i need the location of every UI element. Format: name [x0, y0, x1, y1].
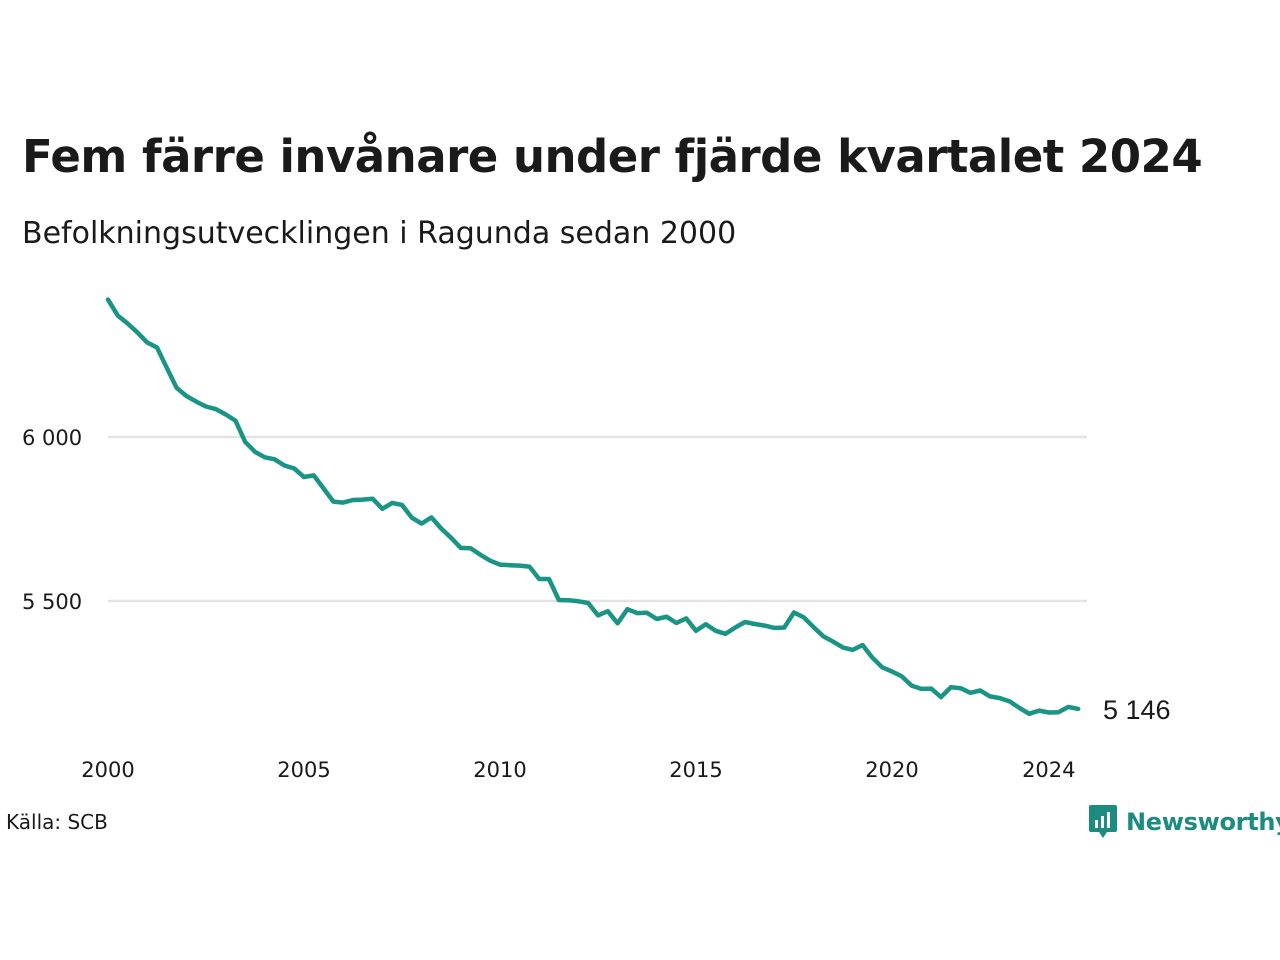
- source-note: Källa: SCB: [6, 810, 108, 834]
- y-tick-label: 6 000: [22, 426, 82, 450]
- x-tick-label: 2010: [473, 758, 526, 782]
- newsworthy-logo: Newsworthy: [1088, 804, 1280, 840]
- end-value-label: 5 146: [1103, 695, 1171, 725]
- series-line: [105, 297, 1081, 717]
- chart-title: Fem färre invånare under fjärde kvartale…: [22, 130, 1203, 183]
- x-tick-label: 2024: [1022, 758, 1075, 782]
- y-tick-label: 5 500: [22, 590, 82, 614]
- x-tick-label: 2000: [81, 758, 134, 782]
- newsworthy-logo-icon: [1089, 805, 1117, 838]
- x-tick-label: 2015: [669, 758, 722, 782]
- x-tick-label: 2005: [277, 758, 330, 782]
- newsworthy-logo-text: Newsworthy: [1126, 808, 1280, 836]
- chart-subtitle: Befolkningsutvecklingen i Ragunda sedan …: [22, 216, 737, 251]
- x-tick-label: 2020: [865, 758, 918, 782]
